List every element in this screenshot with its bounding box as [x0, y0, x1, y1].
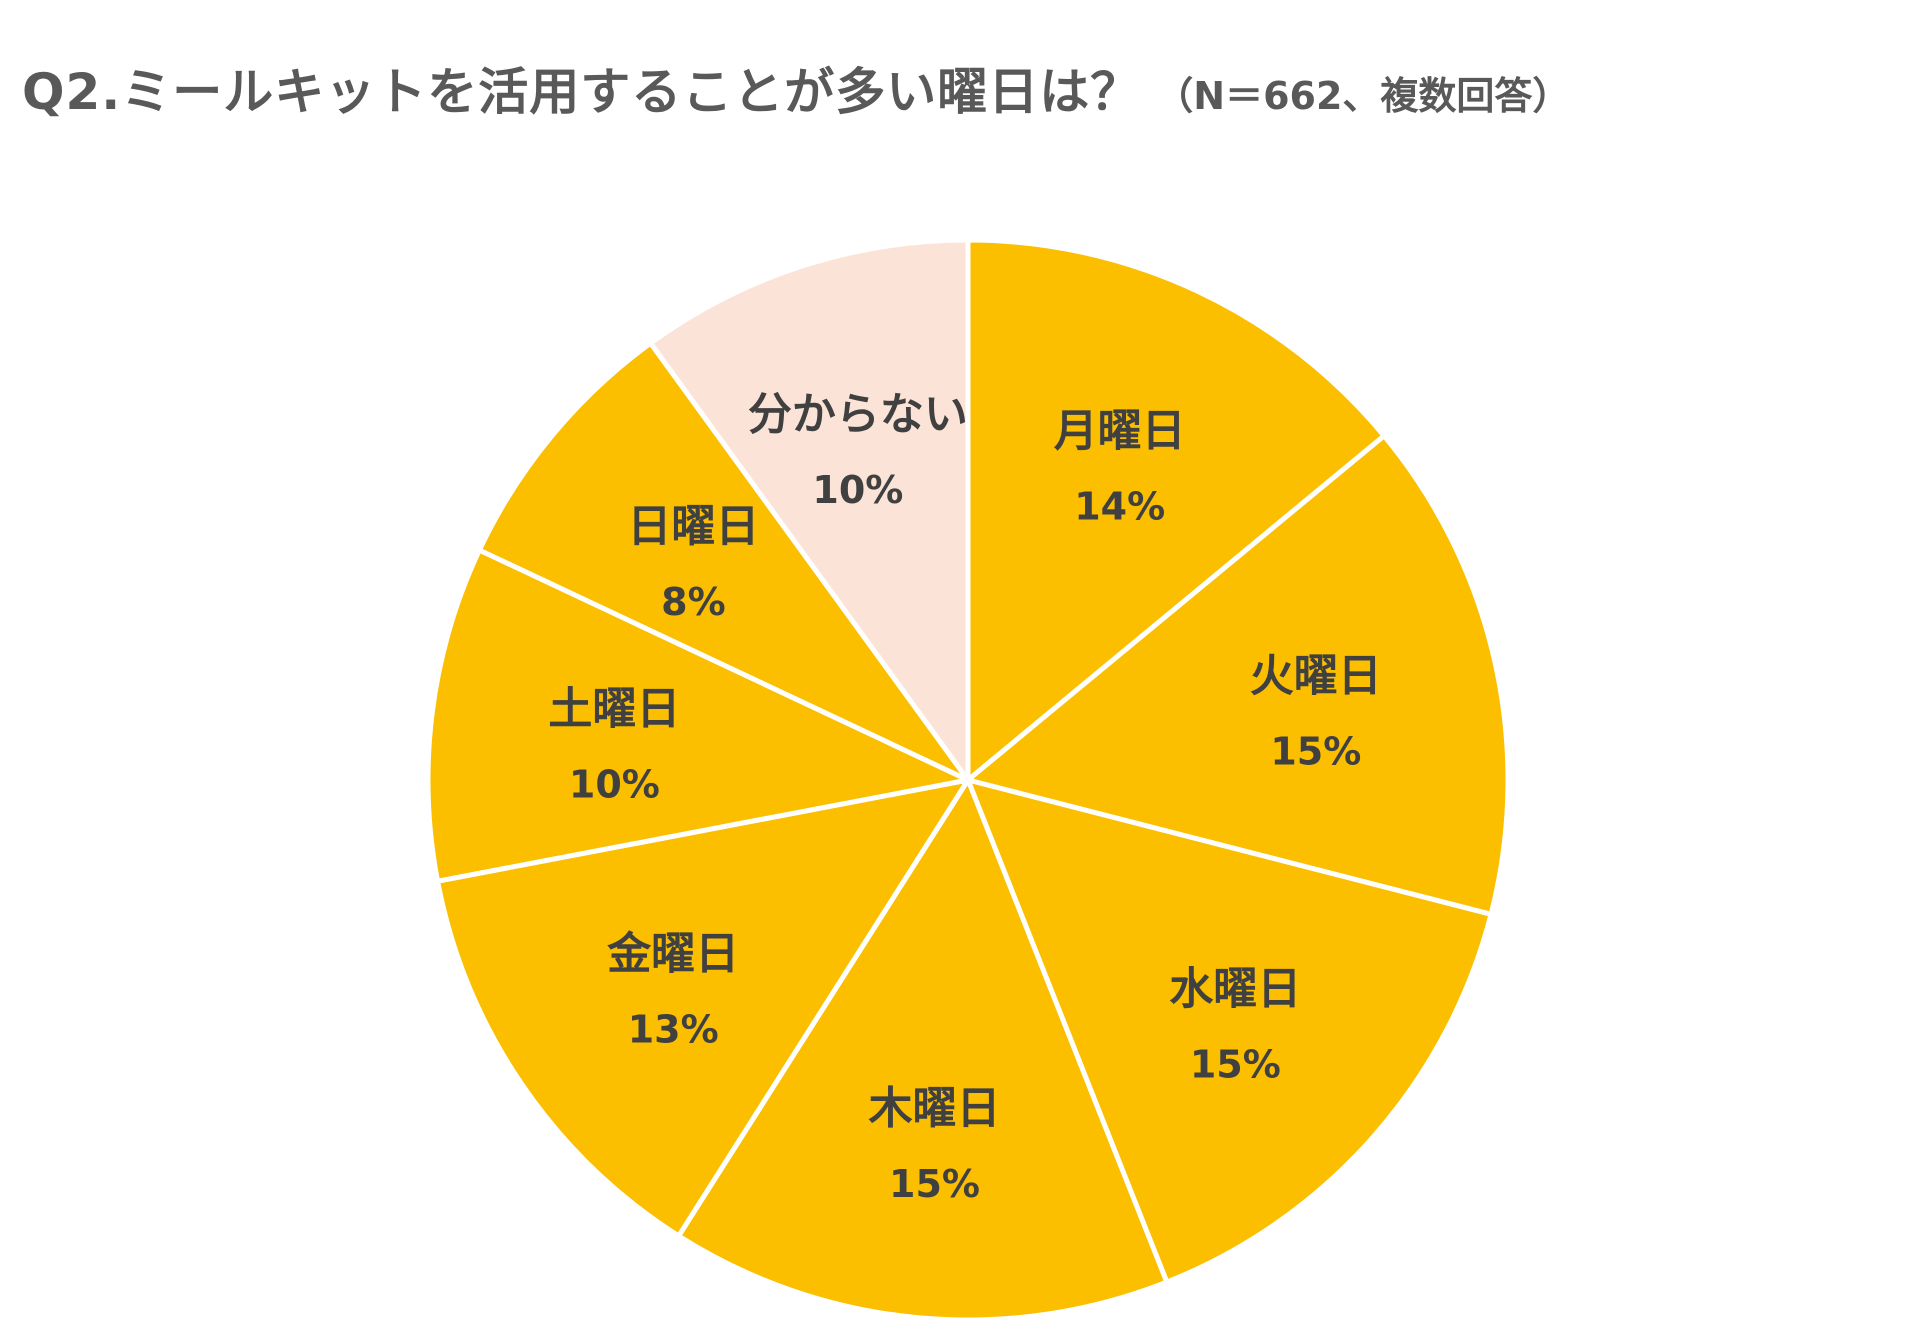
slice-value-label: 15%: [889, 1162, 980, 1206]
pie-slice-3: [676, 777, 1170, 1323]
slice-category-label: 木曜日: [869, 1083, 1001, 1134]
pie-slice-6: [476, 340, 971, 783]
slice-category-label: 日曜日: [627, 501, 759, 552]
pie-slice-1: [965, 433, 1511, 917]
slice-value-label: 15%: [1190, 1043, 1281, 1087]
slice-value-label: 8%: [661, 580, 726, 624]
slice-category-label: 水曜日: [1169, 964, 1301, 1015]
pie-slice-2: [965, 777, 1494, 1285]
slice-value-label: 13%: [628, 1007, 719, 1051]
slice-value-label: 10%: [812, 468, 903, 512]
slice-value-label: 10%: [569, 762, 660, 806]
chart-title: Q2.ミールキットを活用することが多い曜日は？: [22, 63, 1142, 121]
slice-value-label: 15%: [1270, 729, 1361, 773]
slice-category-label: 火曜日: [1250, 650, 1382, 701]
pie-slices: [425, 237, 1511, 1323]
slice-category-label: 土曜日: [548, 683, 680, 734]
pie-slice-5: [425, 547, 971, 884]
chart-subtitle: （N＝662、複数回答）: [1155, 74, 1571, 118]
pie-slice-4: [435, 777, 971, 1239]
pie-slice-0: [965, 237, 1387, 783]
chart-title-row: Q2.ミールキットを活用することが多い曜日は？ （N＝662、複数回答）: [22, 52, 1570, 124]
slice-category-label: 分からない: [748, 389, 968, 440]
pie-slice-7: [648, 237, 971, 783]
pie-labels: 月曜日 14% 火曜日 15% 水曜日 15% 木曜日 15% 金曜日 13% 土曜日 10% 日曜日 8…: [548, 389, 1381, 1206]
slice-value-label: 14%: [1074, 485, 1165, 529]
slice-category-label: 月曜日: [1054, 406, 1186, 457]
slice-category-label: 金曜日: [606, 928, 739, 979]
